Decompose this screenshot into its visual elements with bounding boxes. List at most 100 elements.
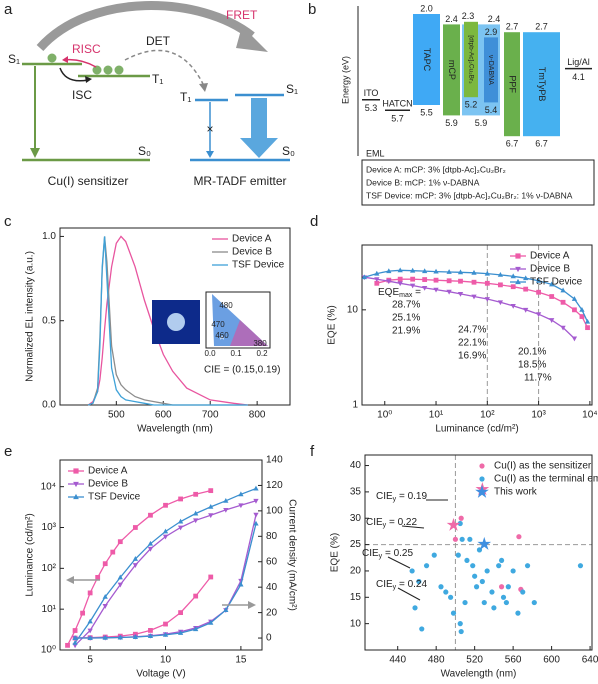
y-tick-label: 10 — [350, 618, 362, 629]
data-point — [148, 628, 153, 633]
legend-label: Device A — [530, 251, 570, 262]
data-point — [457, 291, 464, 297]
energy-value: 5.2 — [465, 100, 478, 110]
data-point — [535, 312, 542, 318]
layer-name: ITO — [364, 88, 379, 98]
data-point — [163, 502, 168, 508]
data-point — [450, 610, 457, 616]
data-point — [238, 581, 244, 587]
data-point — [177, 518, 184, 524]
legend-label: Device B — [88, 479, 128, 490]
data-point — [397, 267, 403, 273]
data-point — [193, 626, 199, 632]
annotation-part: = 0.22 — [386, 517, 417, 528]
data-point — [457, 520, 463, 527]
data-point — [117, 582, 123, 588]
data-point — [549, 281, 555, 287]
cie-locus — [230, 320, 268, 346]
energy-value: 2.4 — [488, 14, 501, 24]
level-label: S₀ — [138, 144, 151, 158]
inset-wavelength: 470 — [211, 320, 225, 329]
data-point — [95, 574, 101, 580]
x-axis-label: Wavelength (nm) — [441, 669, 517, 680]
arrowhead — [199, 83, 208, 92]
eml-label: EML — [366, 148, 385, 158]
layer-name: TAPC — [422, 48, 432, 72]
panel-a: a FRET S₁ T₁ RISC ISC S₀ Cu(I) sensitize… — [4, 1, 298, 188]
x-tick-label: 10³ — [531, 410, 546, 421]
data-point — [523, 286, 529, 292]
panel-label: b — [308, 1, 316, 18]
data-point — [374, 270, 380, 276]
y-axis-label: EQE (%) — [330, 533, 341, 572]
series-line — [75, 523, 257, 639]
data-point — [498, 584, 505, 590]
layer-name: ν-DABNA — [487, 55, 494, 85]
y-tick-label: 20 — [350, 566, 362, 577]
level-label: S₁ — [286, 82, 298, 96]
y-tick-label: 15 — [350, 592, 362, 603]
caption: MR-TADF emitter — [193, 174, 286, 188]
data-point — [422, 268, 428, 274]
annotation-part: = 0.25 — [382, 548, 413, 559]
y2-tick-label: 60 — [266, 556, 278, 567]
annotation: 16.9% — [458, 351, 486, 362]
data-point — [147, 540, 154, 546]
layer-name: [dtpb-Ac]₂Cu₂Br₂ — [467, 35, 474, 84]
x-axis-label: Luminance (cd/m²) — [435, 424, 518, 435]
arrowhead — [85, 76, 92, 83]
data-point — [560, 325, 566, 331]
arrowhead — [248, 601, 256, 609]
data-point — [419, 626, 425, 632]
annotation-part: CIE — [366, 517, 383, 528]
x-tick-label: 10² — [480, 410, 495, 421]
device-description: Device B: mCP: 1% ν-DABNA — [366, 177, 480, 187]
device-description: Device A: mCP: 3% [dtpb-Ac]₂Cu₂Br₂ — [366, 164, 506, 174]
data-point — [253, 485, 259, 491]
annotation: CIEy = 0.22 — [366, 517, 417, 529]
exciton — [114, 65, 124, 75]
data-point — [193, 518, 199, 524]
y-tick-label: 10³ — [42, 522, 57, 533]
series-line — [87, 235, 248, 406]
annotation: 11.7% — [524, 373, 552, 384]
layer-name: HATCN — [382, 99, 412, 109]
data-point — [253, 520, 259, 526]
data-point — [397, 276, 403, 282]
device-description: TSF Device: mCP: 3% [dtpb-Ac]₂Cu₂Br₂: 1%… — [366, 190, 573, 200]
legend-marker — [73, 468, 79, 474]
data-point — [162, 528, 169, 534]
panel-b: b Energy (eV) EML — [308, 1, 595, 206]
inset-wavelength: 480 — [219, 301, 233, 310]
annotation-part: CIE — [376, 579, 393, 590]
annotation: 20.1% — [518, 347, 546, 358]
data-point — [455, 552, 461, 558]
annotation: 24.7% — [458, 325, 486, 336]
data-point — [500, 594, 507, 600]
annotation: CIEy = 0.19 — [376, 491, 427, 503]
data-point — [163, 621, 168, 627]
data-point — [177, 525, 184, 531]
layer-name: mCP — [447, 60, 457, 80]
x-tick-label: 500 — [108, 410, 125, 421]
data-point — [458, 628, 464, 635]
data-point — [208, 488, 214, 494]
arrowhead — [206, 151, 214, 158]
data-point — [510, 303, 516, 309]
data-point — [178, 610, 183, 616]
data-point — [253, 512, 259, 518]
data-point — [448, 594, 454, 600]
data-point — [505, 584, 511, 590]
data-point — [549, 294, 555, 299]
data-point — [572, 307, 577, 313]
annotation: CIEy = 0.25 — [362, 548, 413, 560]
isc-arrow — [59, 67, 89, 82]
energy-value: 5.9 — [445, 118, 458, 128]
energy-value: 5.7 — [391, 114, 404, 124]
energy-value: 6.7 — [506, 139, 519, 149]
series-line — [74, 487, 257, 644]
energy-value: 5.3 — [365, 103, 378, 113]
data-point — [484, 568, 490, 574]
legend-label: TSF Device — [232, 260, 285, 271]
